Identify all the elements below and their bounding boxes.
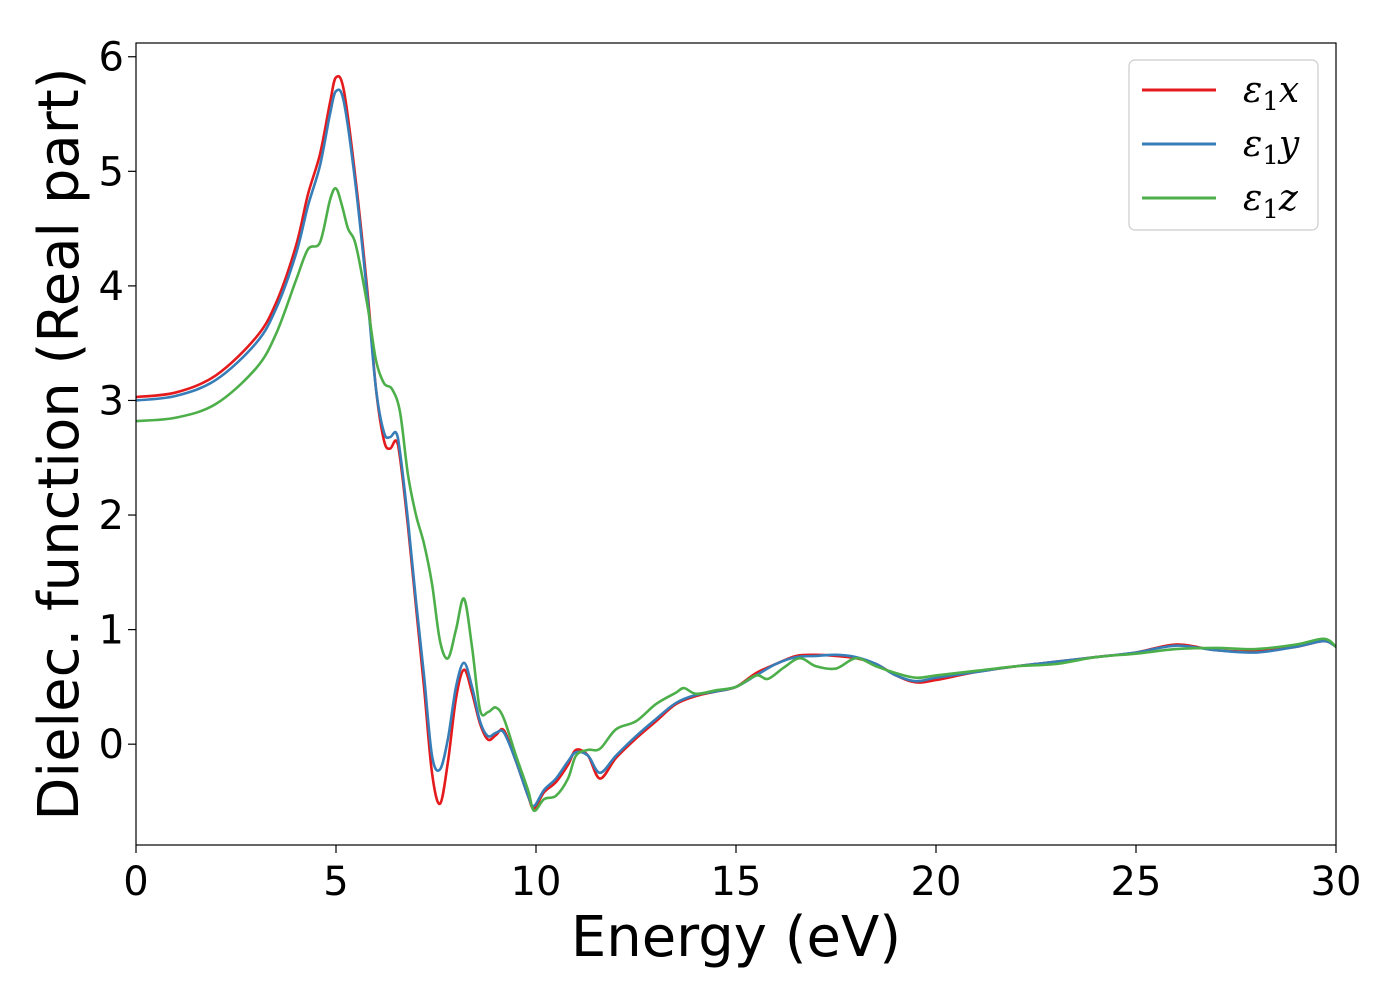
x-tick-label: 30 bbox=[1311, 859, 1362, 905]
y-axis-label: Dielec. function (Real part) bbox=[27, 67, 92, 820]
y-tick-label: 3 bbox=[99, 378, 124, 424]
legend-label: ε1x bbox=[1243, 70, 1299, 117]
legend-label: ε1z bbox=[1243, 178, 1299, 225]
x-tick-label: 25 bbox=[1111, 859, 1162, 905]
y-tick-label: 2 bbox=[99, 493, 124, 539]
series-line-eps1z bbox=[136, 187, 1336, 812]
legend-label: ε1y bbox=[1243, 124, 1300, 171]
y-tick-label: 1 bbox=[99, 608, 124, 654]
y-tick-label: 5 bbox=[99, 149, 124, 195]
x-tick-label: 20 bbox=[911, 859, 962, 905]
y-tick-label: 0 bbox=[99, 722, 124, 768]
x-tick-label: 5 bbox=[323, 859, 348, 905]
x-tick-label: 0 bbox=[123, 859, 148, 905]
y-tick-label: 4 bbox=[99, 264, 124, 310]
x-axis-label: Energy (eV) bbox=[571, 905, 901, 970]
series-line-eps1y bbox=[136, 88, 1336, 808]
legend: ε1x ε1y ε1z bbox=[1128, 59, 1319, 231]
x-tick-label: 15 bbox=[711, 859, 762, 905]
x-tick-label: 10 bbox=[511, 859, 562, 905]
legend-box bbox=[1128, 59, 1319, 231]
y-tick-label: 6 bbox=[99, 35, 124, 81]
